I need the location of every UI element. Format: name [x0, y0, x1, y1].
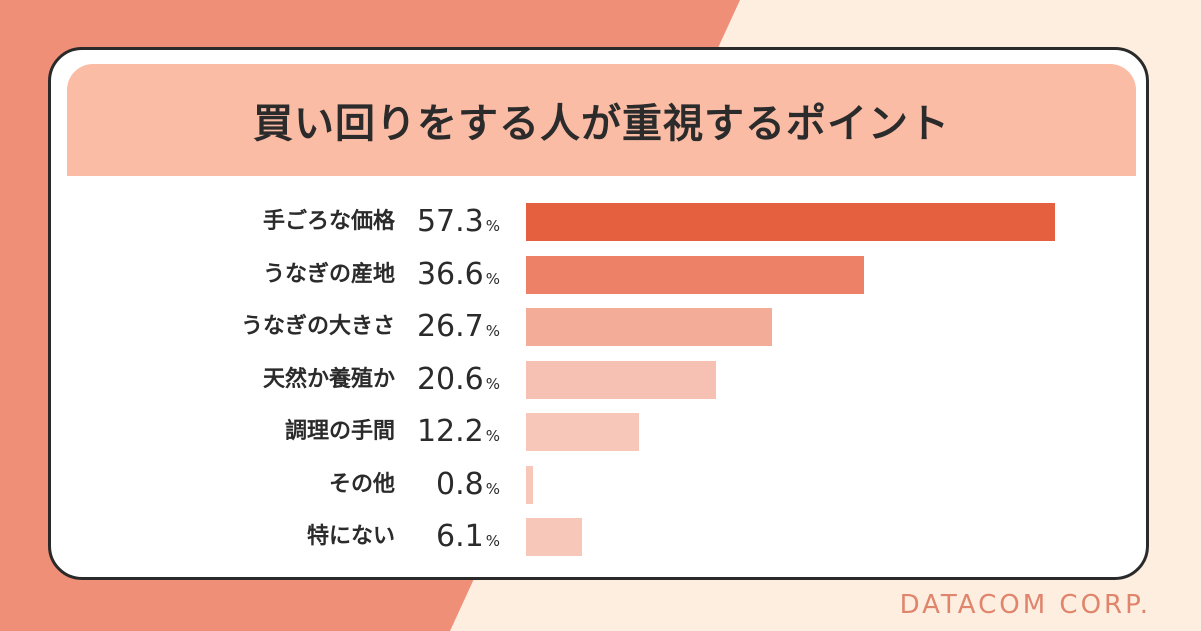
bar	[526, 518, 582, 556]
company-footer: DATACOM CORP.	[899, 590, 1151, 620]
chart-row: 天然か養殖か 20.6%	[51, 361, 1146, 399]
value-label: 36.6%	[417, 256, 500, 294]
category-label: 特にない	[306, 524, 395, 549]
value-label: 20.6%	[417, 361, 500, 399]
chart-row: うなぎの産地 36.6%	[51, 256, 1146, 294]
chart-card: 買い回りをする人が重視するポイント 手ごろな価格 57.3% うなぎの産地 36.6%…	[48, 47, 1149, 580]
value-label: 6.1%	[436, 518, 500, 556]
bar	[526, 308, 772, 346]
value-label: 26.7%	[417, 308, 500, 346]
category-label: うなぎの産地	[262, 262, 395, 287]
chart-title: 買い回りをする人が重視するポイント	[253, 101, 950, 147]
value-number: 20.6	[416, 362, 484, 397]
bar	[526, 361, 716, 399]
category-label: 天然か養殖か	[262, 367, 395, 392]
percent-unit: %	[485, 375, 500, 393]
category-label: 調理の手間	[284, 419, 395, 444]
value-number: 26.7	[416, 309, 484, 344]
bar	[526, 466, 533, 504]
percent-unit: %	[485, 480, 500, 498]
bar	[526, 256, 864, 294]
bar	[526, 203, 1055, 241]
category-label: うなぎの大きさ	[240, 314, 395, 339]
percent-unit: %	[485, 427, 500, 445]
percent-unit: %	[485, 532, 500, 550]
title-band: 買い回りをする人が重視するポイント	[67, 64, 1136, 176]
value-label: 12.2%	[417, 413, 500, 451]
value-label: 0.8%	[436, 466, 500, 504]
bar	[526, 413, 639, 451]
chart-row: その他 0.8%	[51, 466, 1146, 504]
chart-row: 特にない 6.1%	[51, 518, 1146, 556]
category-label: 手ごろな価格	[262, 209, 395, 234]
percent-unit: %	[485, 322, 500, 340]
chart-row: 手ごろな価格 57.3%	[51, 203, 1146, 241]
value-number: 6.1	[436, 519, 484, 554]
value-number: 57.3	[416, 204, 484, 239]
value-number: 0.8	[436, 467, 484, 502]
percent-unit: %	[485, 217, 500, 235]
chart-row: 調理の手間 12.2%	[51, 413, 1146, 451]
category-label: その他	[328, 472, 395, 497]
value-label: 57.3%	[417, 203, 500, 241]
value-number: 36.6	[416, 257, 484, 292]
chart-row: うなぎの大きさ 26.7%	[51, 308, 1146, 346]
percent-unit: %	[485, 270, 500, 288]
value-number: 12.2	[416, 414, 484, 449]
